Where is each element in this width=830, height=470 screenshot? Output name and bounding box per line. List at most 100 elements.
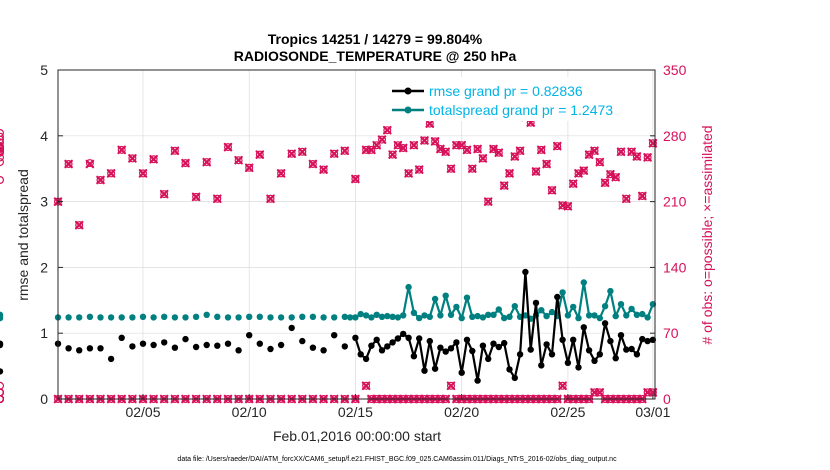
rmse-point [107, 355, 115, 363]
obs-assimilated-point [159, 189, 169, 199]
totalspread-point [548, 308, 556, 316]
obs-possible-point [601, 178, 610, 187]
obs-possible-point [139, 169, 148, 178]
totalspread-point [76, 314, 83, 321]
obs-assimilated-point [537, 145, 546, 155]
y-left-tick-label: 4 [40, 128, 48, 144]
obs-assimilated-point [266, 194, 275, 204]
obs-possible-point [547, 186, 556, 195]
rmse-point [628, 345, 635, 353]
obs-assimilated-point [531, 167, 541, 176]
obs-lower-possible-point [0, 388, 4, 397]
totalspread-point [426, 313, 433, 320]
rmse-point [527, 346, 534, 353]
obs-possible-point [298, 147, 307, 156]
rmse-point [437, 344, 444, 351]
obs-lower-possible-point [643, 388, 652, 397]
x-tick-label: 02/25 [550, 404, 585, 420]
rmse-point [506, 366, 513, 373]
rmse-point [485, 355, 492, 363]
obs-assimilated-point [446, 164, 456, 173]
rmse-point [469, 347, 476, 355]
obs-possible-point [537, 145, 546, 154]
y-right-tick-label: 140 [663, 259, 687, 275]
rmse-point [0, 368, 4, 375]
obs-lower-possible-point [558, 381, 567, 390]
totalspread-point [346, 314, 354, 321]
obs-assimilated-point [542, 159, 551, 169]
obs-possible-point [569, 179, 578, 188]
obs-assimilated-point [499, 181, 509, 190]
obs-possible-point [516, 146, 525, 155]
y-right-tick-label: 210 [663, 194, 687, 210]
rmse-point [394, 335, 402, 342]
obs-assimilated-point [574, 169, 583, 178]
rmse-point [246, 332, 253, 339]
obs-assimilated-point [308, 159, 318, 169]
obs-assimilated-point [351, 174, 360, 184]
obs-possible-point [277, 169, 286, 178]
obs-possible-point [372, 141, 381, 150]
rmse-point [139, 340, 147, 347]
obs-possible-point [622, 194, 631, 203]
totalspread-point [182, 314, 189, 321]
rmse-point [453, 339, 460, 346]
obs-assimilated-point [595, 157, 605, 167]
rmse-point [548, 351, 556, 358]
obs-possible-point [478, 154, 487, 163]
obs-assimilated-point [611, 172, 620, 182]
y-left-tick-label: 3 [40, 194, 48, 210]
totalspread-point [86, 313, 94, 320]
totalspread-point [607, 287, 614, 295]
totalspread-point [580, 279, 587, 286]
y-left-tick-label: 5 [40, 62, 48, 78]
x-tick-label: 02/10 [232, 404, 267, 420]
totalspread-point [639, 310, 646, 318]
rmse-point [431, 365, 439, 372]
obs-possible-point [648, 139, 657, 148]
rmse-point [373, 336, 380, 343]
plot-series [0, 114, 658, 404]
obs-lower-possible-point [590, 388, 599, 397]
obs-possible-point [362, 145, 371, 154]
obs-assimilated-point [568, 179, 578, 188]
rmse-point [267, 345, 274, 353]
rmse-point [570, 336, 577, 343]
obs-assimilated-point [74, 220, 84, 230]
totalspread-point [400, 312, 407, 319]
footnote: data file: /Users/raeder/DAI/ATM_forcXX/… [177, 456, 617, 463]
y-left-tick-label: 0 [40, 391, 48, 407]
rmse-point [410, 353, 418, 360]
rmse-point [76, 347, 83, 354]
obs-possible-point [351, 175, 360, 184]
totalspread-point [447, 311, 455, 318]
obs-possible-point [494, 148, 503, 157]
obs-assimilated-point [117, 145, 126, 155]
rmse-point [495, 343, 502, 351]
obs-assimilated-point [404, 169, 413, 178]
rmse-point [617, 332, 625, 339]
obs-possible-point [117, 145, 126, 154]
rmse-point [575, 364, 582, 371]
totalspread-point [469, 313, 476, 320]
totalspread-point [256, 313, 263, 320]
obs-assimilated-point [414, 165, 424, 174]
x-tick-label: 03/01 [635, 404, 670, 420]
obs-assimilated-point [553, 141, 562, 151]
rmse-point [490, 340, 497, 347]
rmse-point [585, 347, 593, 354]
totalspread-point [277, 314, 285, 321]
obs-possible-point [420, 136, 429, 145]
rmse-point [224, 340, 232, 347]
obs-possible-point [415, 165, 424, 174]
obs-possible-point [383, 126, 392, 135]
obs-possible-point [627, 147, 636, 156]
obs-assimilated-point [430, 137, 440, 146]
totalspread-point [495, 306, 502, 313]
x-tick-label: 02/15 [338, 404, 373, 420]
obs-assimilated-point [388, 150, 397, 159]
rmse-point [368, 342, 375, 349]
totalspread-point [235, 314, 242, 321]
obs-assimilated-point [579, 166, 589, 175]
